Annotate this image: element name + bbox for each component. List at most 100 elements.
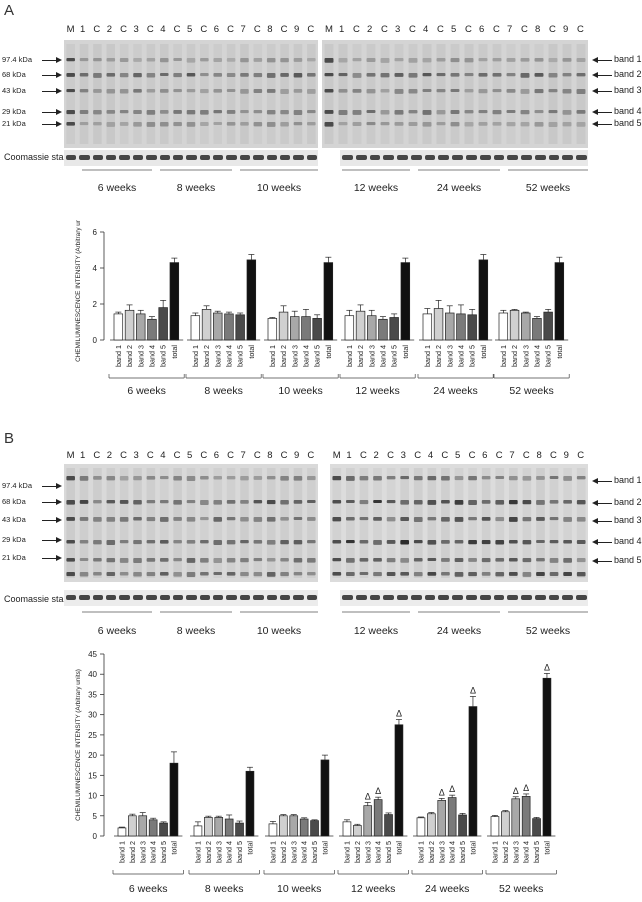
lane-smear: [119, 468, 129, 578]
bands-a: band 1 band 2 band 3 band 4 band 5: [590, 40, 642, 150]
lane-smear: [200, 468, 209, 578]
bar: [509, 309, 520, 341]
blot-band: [240, 500, 249, 504]
marker-arrow-icon: [42, 520, 60, 521]
blot-band: [200, 58, 209, 62]
bar: [468, 706, 478, 837]
category-label: band 5: [532, 841, 541, 863]
blot-band: [200, 122, 209, 126]
blot-band: [427, 476, 437, 481]
blot-band: [280, 122, 289, 127]
blot-band: [119, 572, 129, 576]
blot-band: [307, 540, 316, 544]
blot-band: [332, 558, 342, 562]
lane-smear: [266, 44, 276, 144]
blot-band: [159, 500, 169, 504]
blot-band: [213, 110, 223, 114]
bar: [204, 817, 213, 837]
blot-band: [240, 58, 249, 63]
markers-a: 97.4 kDa 68 kDa 43 kDa 29 kDa 21 kDa: [2, 40, 64, 150]
blot-band: [352, 122, 362, 127]
blot-band: [563, 540, 572, 544]
bar: [245, 770, 255, 837]
bar: [521, 796, 531, 837]
week-label: 12 weeks: [354, 625, 398, 637]
blot-band: [450, 89, 460, 93]
category-label: band 2: [202, 345, 211, 367]
blot-band: [93, 122, 102, 126]
group-label: 6 weeks: [127, 385, 166, 397]
blot-band: [576, 572, 586, 577]
coomassie-band: [424, 155, 436, 160]
blot-band: [159, 476, 169, 480]
coomassie-band: [493, 155, 505, 160]
blot-band: [200, 476, 209, 480]
blot-band: [454, 540, 464, 544]
coomassie-band: [342, 155, 353, 160]
blot-band: [307, 110, 316, 114]
blot-band: [159, 110, 169, 114]
coomassie-band: [226, 155, 237, 160]
category-label: band 5: [468, 345, 477, 367]
blot-band: [380, 122, 390, 126]
blot-band: [186, 517, 196, 522]
blot-band: [495, 558, 505, 562]
marker-label: 43 kDa: [2, 515, 26, 524]
bar: [117, 827, 127, 837]
group-label: 12 weeks: [351, 883, 395, 895]
lane-smear: [506, 44, 516, 144]
blot-band: [478, 110, 488, 114]
bar: [201, 309, 212, 341]
blot-band: [508, 476, 518, 481]
lane-label: 5: [455, 450, 461, 461]
category-label: band 5: [390, 345, 399, 367]
blot-band: [253, 122, 263, 127]
blot-band: [422, 58, 432, 63]
category-label: band 4: [149, 841, 158, 863]
chart-a: 0 2 4 6 CHEMILUMINESCENCE INTENSITY (Arbitra…: [75, 220, 570, 397]
coomassie-band: [383, 595, 395, 600]
bar: [323, 262, 334, 341]
blot-band: [332, 572, 342, 576]
category-label: band 1: [490, 841, 499, 863]
blot-band: [548, 89, 558, 93]
blot-band: [549, 558, 559, 563]
week-label: 24 weeks: [437, 625, 481, 637]
blot-band: [563, 517, 572, 522]
blot-band: [408, 110, 418, 114]
lane-smear: [427, 468, 437, 578]
blot-band: [563, 476, 572, 481]
marker-arrow-icon: [42, 558, 60, 559]
blot-band: [534, 89, 544, 94]
blot-band: [200, 500, 209, 505]
bar: [169, 262, 180, 341]
lane-label: 3: [400, 450, 406, 461]
blot-band: [359, 540, 369, 544]
blot-band: [106, 110, 116, 114]
blot-band: [441, 517, 450, 522]
blot-band: [173, 500, 182, 505]
lane-smear: [93, 44, 102, 144]
blot-band: [506, 122, 516, 127]
lane-label: 4: [160, 450, 166, 461]
arrowhead-icon: [56, 57, 62, 63]
week-label: 10 weeks: [257, 625, 301, 637]
bar: [310, 820, 319, 837]
lane-label: 1: [80, 24, 86, 35]
blot-band: [119, 58, 129, 62]
blot-band: [522, 540, 532, 545]
lane-label: 5: [187, 24, 193, 35]
arrowhead-icon: [56, 121, 62, 127]
lane-label: C: [200, 24, 208, 35]
week-label: 6 weeks: [98, 182, 137, 194]
blot-band: [226, 540, 236, 545]
blot-band: [359, 517, 369, 521]
coomassie-band: [106, 155, 117, 160]
lane-smear: [79, 468, 89, 578]
coomassie-band: [424, 595, 436, 600]
lane-smear: [133, 44, 142, 144]
blot-band: [253, 540, 263, 544]
coomassie-band: [253, 595, 264, 600]
category-label: band 5: [458, 841, 467, 863]
lane-label: C: [280, 450, 288, 461]
